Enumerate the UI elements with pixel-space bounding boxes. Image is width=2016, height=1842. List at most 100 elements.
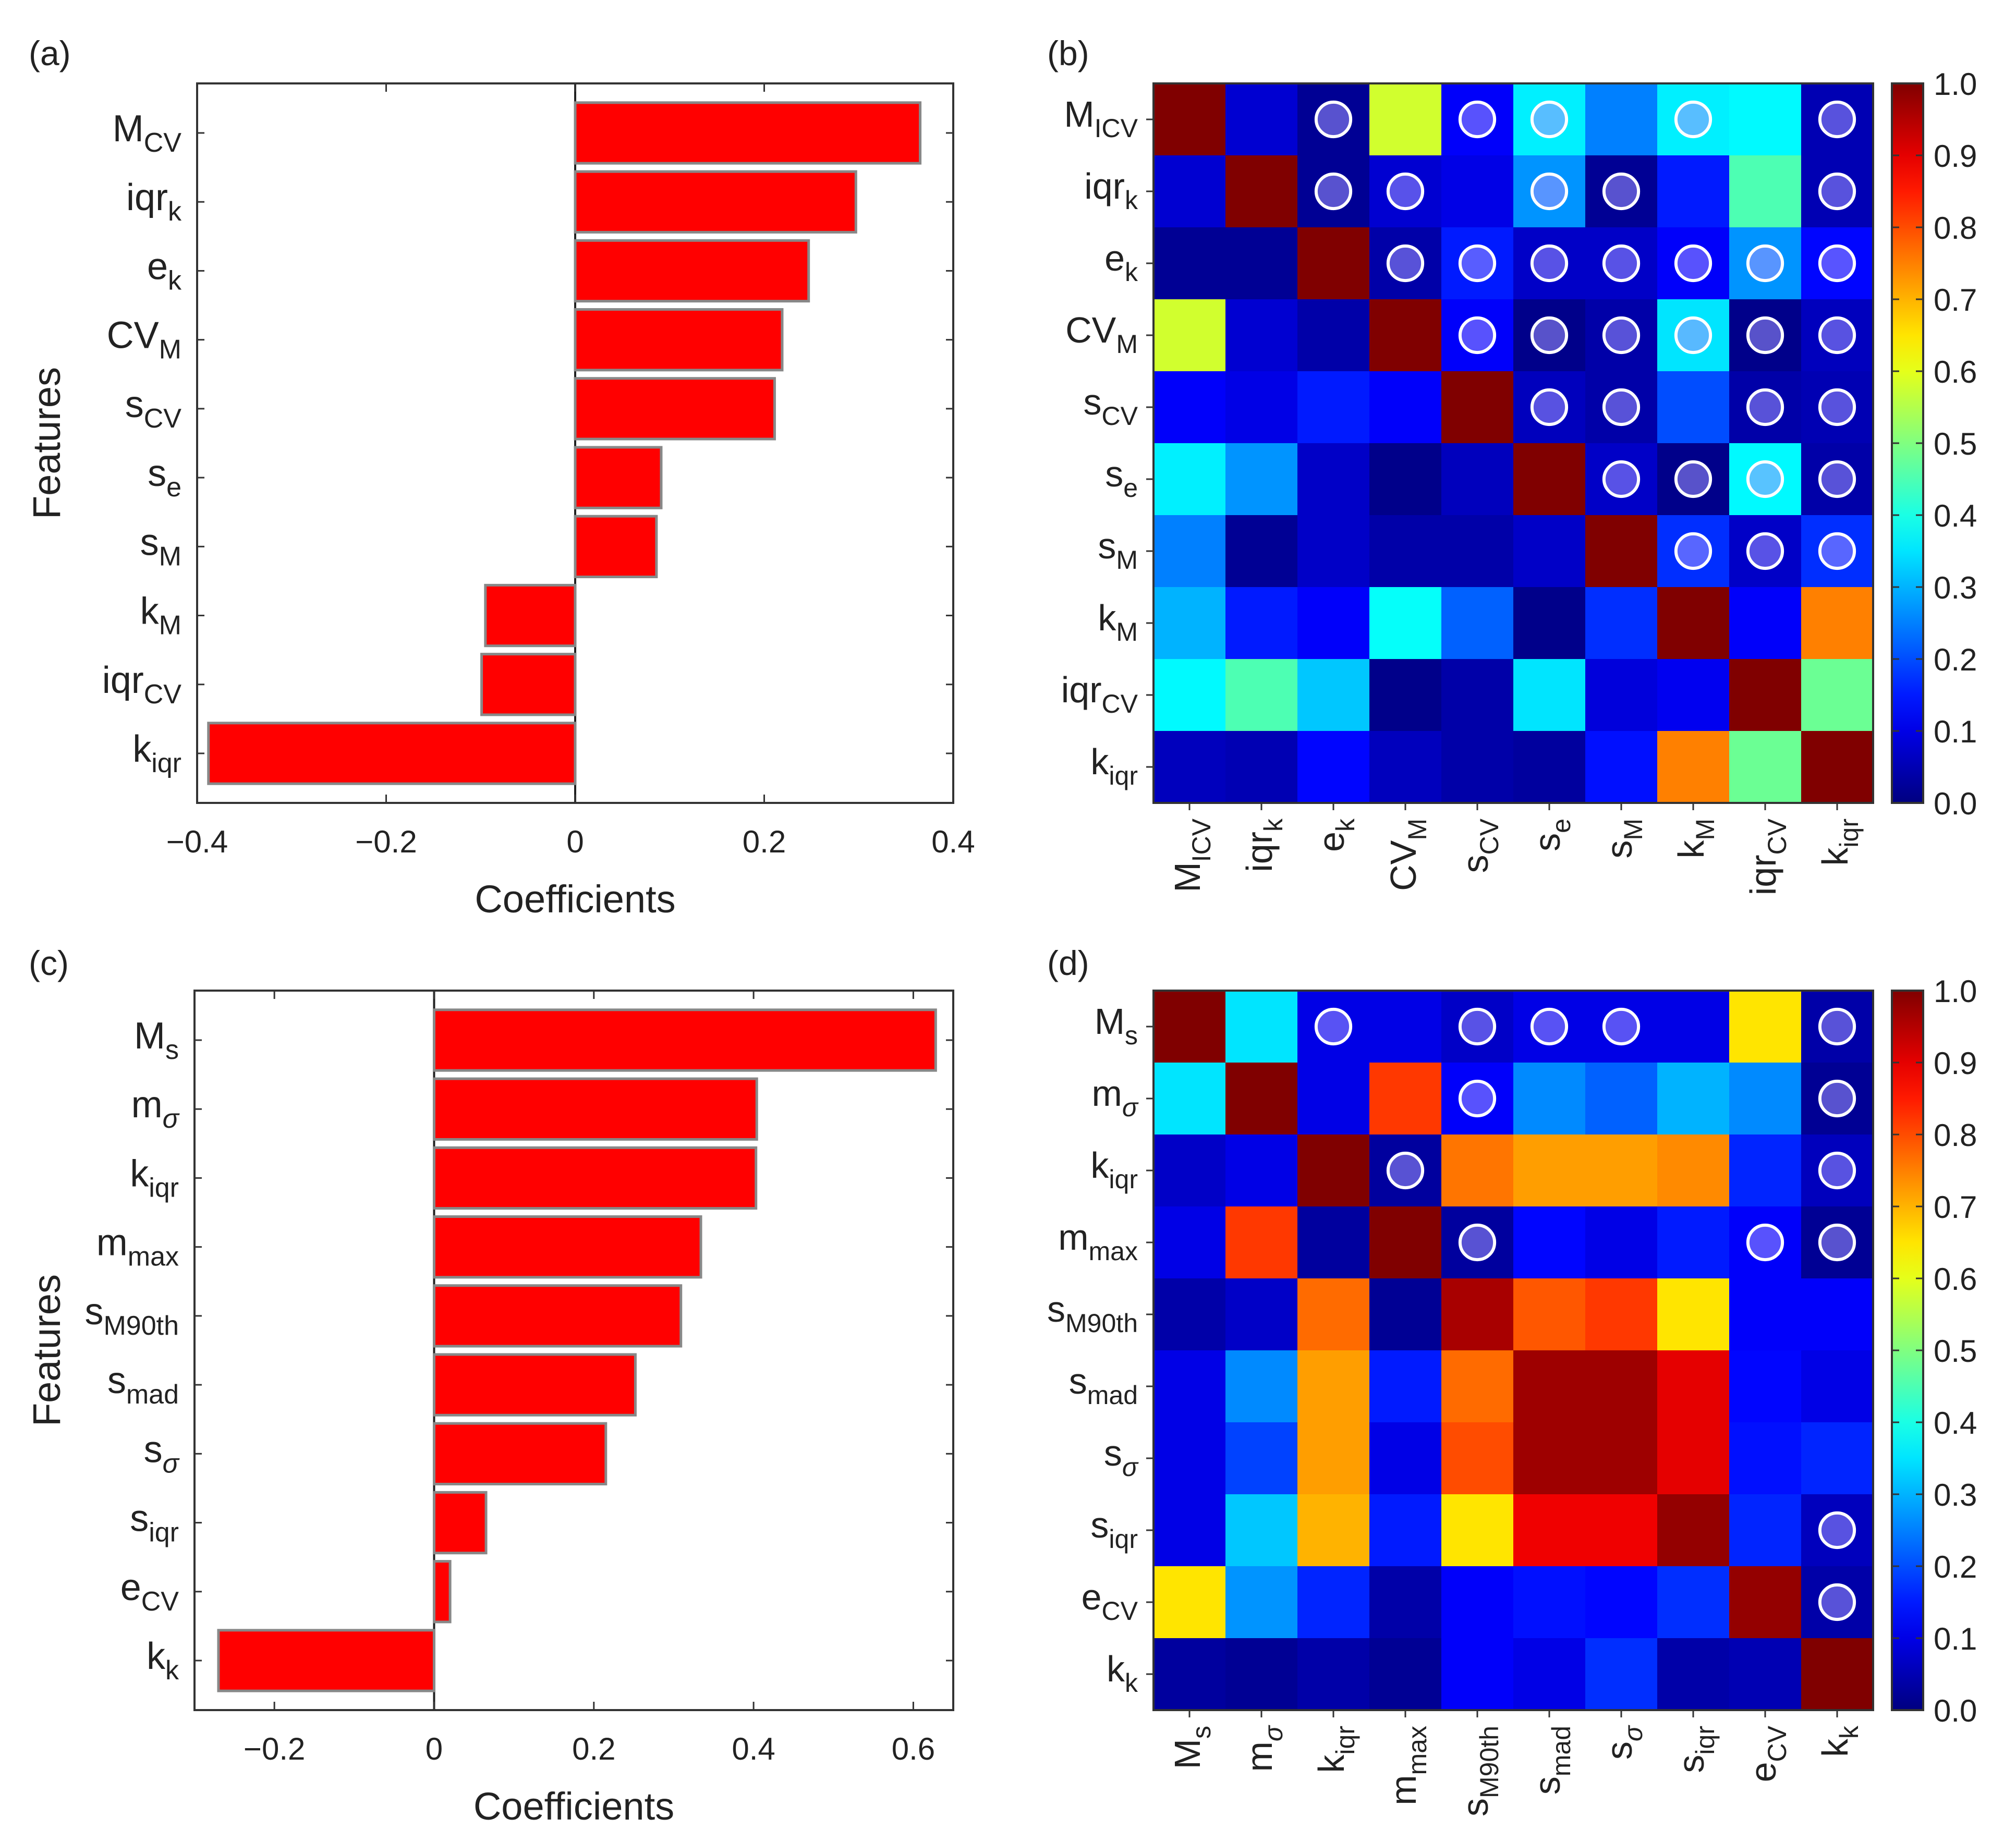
panel-d-cell [1585,1278,1658,1351]
colorbar-b-tick-label: 0.7 [1934,283,1977,318]
panel-d-col-label: eCV [1743,1725,1792,1782]
panel-d-cell [1153,1566,1226,1639]
panel-b-col-label: MICV [1167,818,1216,892]
panel-b-cell [1369,443,1442,516]
panel-d-cell [1657,1638,1730,1711]
panel-a-xlabel: Coefficients [475,877,675,921]
panel-d-cell [1801,1638,1874,1711]
panel-b-col-label: iqrCV [1743,818,1792,895]
colorbar-d-tick-label: 0.6 [1934,1262,1977,1297]
panel-b-cell [1153,443,1226,516]
panel-b-cell [1801,659,1874,731]
panel-d-cell [1369,991,1442,1063]
panel-b-col-label: CVM [1383,819,1432,891]
panel-d-cell [1153,1350,1226,1423]
panel-b-cell [1585,731,1658,803]
panel-b-significance-marker [1530,100,1569,139]
panel-b-significance-marker [1818,172,1856,211]
panel-d-cell [1297,1566,1370,1639]
panel-c-feature-label: kiqr [130,1153,179,1203]
panel-d-cell [1729,1135,1802,1207]
panel-d-cell [1153,991,1226,1063]
panel-d-cell [1441,1638,1514,1711]
panel-d-row-label: mσ [1092,1073,1139,1122]
panel-d-cell [1441,1494,1514,1567]
panel-d-cell [1297,1135,1370,1207]
panel-b-significance-marker [1818,460,1856,498]
panel-b-significance-marker [1530,244,1569,283]
colorbar-d-tick-label: 0.3 [1934,1478,1977,1512]
panel-d-col-label: kk [1815,1725,1864,1757]
panel-b-cell [1513,659,1586,731]
panel-b-col-label: kiqr [1815,819,1864,866]
panel-b-cell [1513,731,1586,803]
panel-d-cell [1441,1135,1514,1207]
panel-d-cell [1225,1494,1298,1567]
colorbar-d-tick-label: 0.9 [1934,1046,1977,1081]
panel-d-frame [1152,990,1874,1711]
panel-d-cell [1729,1350,1802,1423]
panel-a-ylabel: Features [25,367,68,519]
panel-b-cell [1585,659,1658,731]
panel-d-cell [1801,1350,1874,1423]
panel-b-significance-marker [1674,244,1713,283]
panel-d-cell [1369,1278,1442,1351]
panel-d-cell [1657,1566,1730,1639]
panel-b-row-label: kiqr [1090,741,1138,790]
panel-b-cell [1729,155,1802,228]
panel-b-cell [1153,659,1226,731]
panel-b-significance-marker [1746,388,1784,426]
panel-d-cell [1657,1278,1730,1351]
panel-a-xtick-label: 0 [566,824,584,859]
panel-b-cell [1297,587,1370,660]
panel-d-cell [1657,1494,1730,1567]
panel-b-cell [1225,227,1298,300]
panel-b-significance-marker [1818,100,1856,139]
panel-d-col-label: mmax [1383,1726,1432,1806]
panel-d-col-label: smad [1527,1726,1576,1795]
panel-b-significance-marker [1674,460,1713,498]
panel-d-cell [1801,1422,1874,1495]
panel-d-row-label: mmax [1058,1217,1138,1266]
panel-d-panel-label: (d) [1047,944,1089,982]
panel-b-cell [1225,587,1298,660]
panel-a-feature-label: kM [140,591,181,641]
panel-a-feature-label: MCV [113,108,182,158]
panel-d-cell [1513,1494,1586,1567]
panel-b-row-label: sM [1098,526,1138,575]
panel-a-bar [574,101,922,165]
panel-b-cell [1225,83,1298,156]
panel-b-cell [1513,515,1586,588]
panel-b-cell [1369,587,1442,660]
panel-d-cell [1585,1206,1658,1279]
panel-d-cell [1369,1206,1442,1279]
panel-d-cell [1297,1063,1370,1135]
panel-b-row-label: ek [1104,238,1138,287]
panel-b-significance-marker [1314,172,1353,211]
panel-d-cell [1297,1278,1370,1351]
panel-b-panel-label: (b) [1047,34,1089,72]
panel-c-xtick-label: 0 [426,1731,443,1766]
panel-b-cell [1369,371,1442,444]
panel-d-cell [1153,1494,1226,1567]
panel-a-xtick-label: 0.2 [743,824,786,859]
panel-d-cell [1729,991,1802,1063]
panel-d-cell [1225,1422,1298,1495]
panel-d-significance-marker [1818,1583,1856,1621]
panel-b-col-label: sM [1599,819,1648,859]
panel-d-significance-marker [1818,1511,1856,1550]
panel-a-feature-label: ek [147,246,182,296]
panel-b-col-label: sCV [1455,818,1504,873]
panel-d-cell [1297,1638,1370,1711]
panel-d-significance-marker [1314,1007,1353,1046]
panel-d-cell [1297,1206,1370,1279]
panel-b-cell [1153,587,1226,660]
panel-b-row-label: CVM [1065,310,1138,359]
panel-c-panel-label: (c) [29,944,69,982]
panel-c-frame [193,990,954,1711]
panel-d-cell [1225,1206,1298,1279]
panel-b-cell [1297,659,1370,731]
colorbar-b-tick-label: 0.5 [1934,426,1977,461]
panel-d-cell [1369,1422,1442,1495]
panel-b-col-label: iqrk [1239,818,1288,872]
